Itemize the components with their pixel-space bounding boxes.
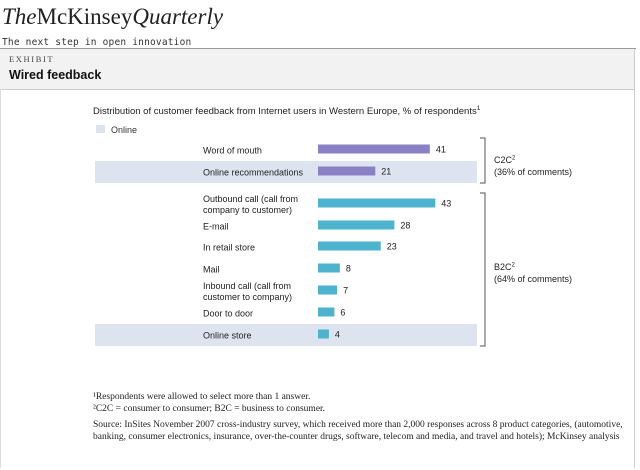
bar (318, 166, 376, 176)
category-label: Inbound call (call from customer to compa… (203, 281, 292, 302)
source-note: Source: InSites November 2007 cross-indu… (93, 420, 623, 442)
logo-quarterly: Quarterly (132, 4, 224, 29)
data-label: 6 (340, 308, 345, 318)
footnotes: ¹Respondents were allowed to select more… (93, 391, 633, 443)
chart-title: Distribution of customer feedback from I… (93, 105, 481, 117)
data-label: 7 (343, 286, 348, 296)
exhibit-header-bar (0, 49, 635, 90)
category-label: Outbound call (call from company to custo… (203, 194, 298, 215)
bar (318, 263, 340, 273)
logo-mckinsey: McKinsey (36, 4, 133, 29)
bar (318, 307, 335, 317)
exhibit-frame (0, 89, 635, 468)
bar (318, 329, 329, 339)
logo-the: The (2, 4, 37, 29)
online-band-row (95, 161, 477, 183)
data-label: 41 (436, 145, 446, 155)
footnote-2: ²C2C = consumer to consumer; B2C = busin… (93, 404, 326, 414)
group-label: C2C2 (494, 155, 516, 165)
online-band-row (95, 324, 477, 346)
bar (318, 144, 430, 154)
data-label: 28 (400, 221, 410, 231)
bar (318, 241, 381, 251)
category-label: Word of mouth (203, 146, 262, 156)
bar (318, 220, 395, 230)
group-share: (64% of comments) (494, 274, 572, 284)
exhibit-title: Wired feedback (9, 68, 102, 82)
header-divider (0, 48, 636, 49)
group-share: (36% of comments) (494, 167, 572, 177)
masthead-logo: TheMcKinseyQuarterly (2, 4, 223, 36)
category-label: Online store (203, 331, 252, 341)
category-label: Door to door (203, 309, 253, 319)
category-label: In retail store (203, 243, 255, 253)
article-title: The next step in open innovation (2, 37, 192, 48)
data-label: 43 (441, 199, 451, 209)
bar (318, 285, 338, 295)
legend-swatch-online (96, 125, 105, 133)
category-label: E-mail (203, 222, 229, 232)
legend-label-online: Online (111, 125, 137, 135)
category-label: Online recommendations (203, 168, 304, 178)
footnote-1: ¹Respondents were allowed to select more… (93, 392, 311, 402)
bar (318, 198, 436, 208)
data-label: 23 (387, 242, 397, 252)
chart-title-footnote-marker: 1 (477, 105, 481, 112)
data-label: 4 (335, 330, 340, 340)
group-bracket (480, 192, 486, 347)
exhibit-label: EXHIBIT (9, 54, 55, 64)
group-bracket (480, 137, 486, 184)
group-label: B2C2 (494, 262, 516, 272)
category-label: Mail (203, 265, 220, 275)
data-label: 21 (381, 167, 391, 177)
data-label: 8 (346, 264, 351, 274)
